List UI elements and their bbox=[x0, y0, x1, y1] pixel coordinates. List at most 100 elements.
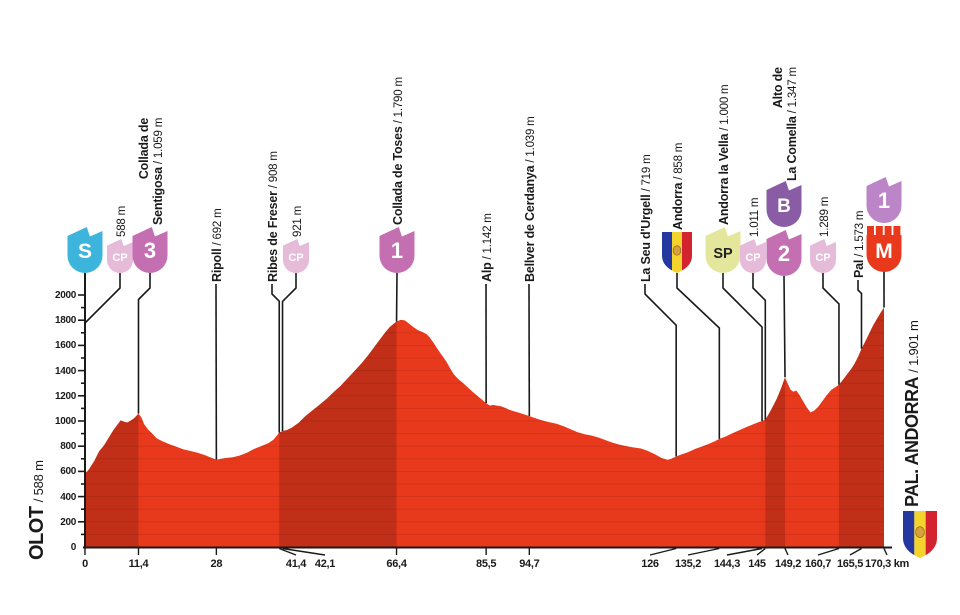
waypoint-elevation: / 858 m bbox=[672, 142, 685, 183]
x-tick-label: 85,5 bbox=[476, 558, 497, 570]
svg-text:CP: CP bbox=[745, 252, 760, 264]
waypoint-name: Ribes de Freser bbox=[265, 191, 280, 282]
y-tick-label: 1000 bbox=[54, 416, 76, 427]
y-tick-label: 2000 bbox=[54, 290, 76, 301]
waypoint-label-collada-de-sentigosa: Collada de Sentigosa / 1.059 m bbox=[137, 118, 166, 225]
x-tick-label: 94,7 bbox=[519, 558, 540, 570]
x-tick-label: 126 bbox=[641, 558, 659, 570]
svg-text:CP: CP bbox=[112, 252, 127, 264]
x-tick-label: 135,2 bbox=[674, 558, 702, 570]
waypoint-label-pal: Pal / 1.573 m bbox=[852, 211, 867, 278]
svg-text:S: S bbox=[78, 240, 92, 263]
waypoint-name: Collada de Toses bbox=[390, 126, 405, 225]
waypoint-elevation: 921 m bbox=[291, 206, 304, 237]
badge-cp-olot-CP: CP bbox=[107, 239, 133, 273]
waypoint-label-collada-de-toses: Collada de Toses / 1.790 m bbox=[391, 77, 406, 225]
axes bbox=[78, 273, 892, 556]
finish-name: PAL. ANDORRA bbox=[902, 377, 922, 507]
finish-location-label: PAL. ANDORRA / 1.901 m bbox=[902, 320, 922, 507]
badge-finish-1: 1 bbox=[866, 177, 902, 223]
svg-text:1: 1 bbox=[878, 188, 890, 213]
waypoint-name: Andorra bbox=[670, 182, 685, 230]
badge-andorra-la-vella-SP: SP bbox=[705, 227, 741, 273]
x-tick-label: 145 bbox=[748, 558, 766, 570]
svg-text:CP: CP bbox=[288, 252, 303, 264]
waypoint-label-alp: Alp / 1.142 m bbox=[480, 213, 495, 282]
x-tick-label: 41,4 bbox=[285, 558, 307, 570]
x-tick-label: 66,4 bbox=[386, 558, 407, 570]
waypoint-elevation: 1.289 m bbox=[818, 196, 831, 237]
badge-cp-andorra-CP: CP bbox=[740, 239, 766, 273]
x-tick-label: 28 bbox=[210, 558, 223, 570]
waypoint-elevation: / 1.059 m bbox=[153, 117, 165, 168]
waypoint-name: Bellver de Cerdanya bbox=[522, 165, 537, 282]
svg-text:B: B bbox=[777, 196, 791, 217]
waypoint-name: Alto de bbox=[771, 67, 785, 109]
y-tick-label: 0 bbox=[70, 542, 77, 553]
waypoint-label-ribes-de-freser: Ribes de Freser / 908 m bbox=[266, 151, 281, 282]
waypoint-label-cp-andorra: 1.011 m bbox=[747, 198, 762, 237]
y-tick-label: 400 bbox=[60, 491, 76, 503]
svg-text:SP: SP bbox=[713, 246, 733, 262]
x-tick-label: 11,4 bbox=[128, 558, 149, 570]
waypoint-label-la-seu-durgell: La Seu d'Urgell / 719 m bbox=[639, 155, 654, 282]
svg-text:M: M bbox=[875, 240, 893, 263]
y-tick-label: 1200 bbox=[54, 390, 76, 402]
waypoint-label-alto-de-la-comella: Alto de La Comella / 1.347 m bbox=[771, 67, 800, 181]
svg-text:3: 3 bbox=[144, 238, 156, 263]
badge-cp-pal-CP: CP bbox=[810, 239, 836, 273]
badge-alto-de-la-comella-B: B bbox=[766, 181, 802, 227]
waypoint-name: La Comella bbox=[785, 116, 799, 181]
y-tick-label: 600 bbox=[60, 466, 76, 478]
y-tick-label: 1600 bbox=[54, 340, 76, 352]
waypoint-name: Pal bbox=[851, 259, 866, 278]
waypoint-elevation: / 1.790 m bbox=[392, 77, 405, 127]
waypoint-elevation: / 908 m bbox=[267, 151, 280, 192]
y-tick-label: 1800 bbox=[54, 315, 76, 327]
x-tick-label: 149,2 bbox=[774, 558, 802, 570]
badge-finish-M: M bbox=[866, 226, 902, 272]
waypoint-elevation: / 1.000 m bbox=[718, 84, 731, 134]
x-tick-label: 160,7 bbox=[804, 558, 832, 570]
x-tick-label: 42,1 bbox=[314, 558, 336, 570]
waypoint-elevation: 1.011 m bbox=[748, 197, 761, 237]
waypoint-label-cp-olot: 588 m bbox=[114, 206, 129, 237]
x-tick-label: 0 bbox=[82, 558, 88, 570]
waypoint-name: Collada de bbox=[137, 117, 151, 180]
waypoint-elevation: / 692 m bbox=[211, 208, 224, 249]
waypoint-elevation: / 1.573 m bbox=[853, 210, 866, 260]
waypoint-label-ripoll: Ripoll / 692 m bbox=[210, 209, 225, 282]
waypoint-label-cp-pal: 1.289 m bbox=[817, 197, 832, 237]
x-tick-label: 170,3 km bbox=[864, 558, 910, 570]
waypoint-label-andorra-border: Andorra / 858 m bbox=[671, 143, 686, 230]
y-tick-label: 800 bbox=[60, 441, 76, 453]
badge-collada-de-toses-1: 1 bbox=[379, 227, 415, 273]
waypoint-label-bellver-de-cerdanya: Bellver de Cerdanya / 1.039 m bbox=[523, 116, 538, 282]
badge-start-S: S bbox=[67, 227, 103, 273]
waypoint-name: Andorra la Vella bbox=[716, 133, 731, 225]
badge-cp-ribes-CP: CP bbox=[283, 239, 309, 273]
waypoint-elevation: / 1.347 m bbox=[787, 67, 799, 117]
badges-layer: S CP 3 CP 1 SP CP 2 B CP M 1 bbox=[67, 177, 937, 558]
svg-text:1: 1 bbox=[391, 238, 403, 263]
svg-text:CP: CP bbox=[815, 252, 830, 264]
waypoint-name: Ripoll bbox=[209, 248, 224, 282]
y-tick-label: 200 bbox=[60, 516, 76, 528]
waypoint-name: Alp bbox=[479, 262, 494, 282]
andorra-flag-badge bbox=[662, 232, 692, 273]
badge-collada-de-sentigosa-3: 3 bbox=[132, 227, 168, 273]
waypoint-elevation: 588 m bbox=[115, 206, 128, 237]
andorra-flag-shield-finish bbox=[903, 511, 937, 558]
waypoint-elevation: / 1.039 m bbox=[524, 116, 537, 166]
waypoint-label-andorra-la-vella: Andorra la Vella / 1.000 m bbox=[717, 85, 732, 225]
waypoint-label-cp-ribes: 921 m bbox=[290, 206, 305, 237]
y-tick-label: 1400 bbox=[54, 365, 76, 377]
x-tick-label: 144,3 bbox=[713, 558, 741, 570]
waypoint-elevation: / 1.142 m bbox=[481, 213, 494, 263]
finish-elevation: / 1.901 m bbox=[906, 320, 921, 373]
waypoint-elevation: / 719 m bbox=[640, 154, 653, 195]
svg-text:2: 2 bbox=[778, 241, 790, 266]
